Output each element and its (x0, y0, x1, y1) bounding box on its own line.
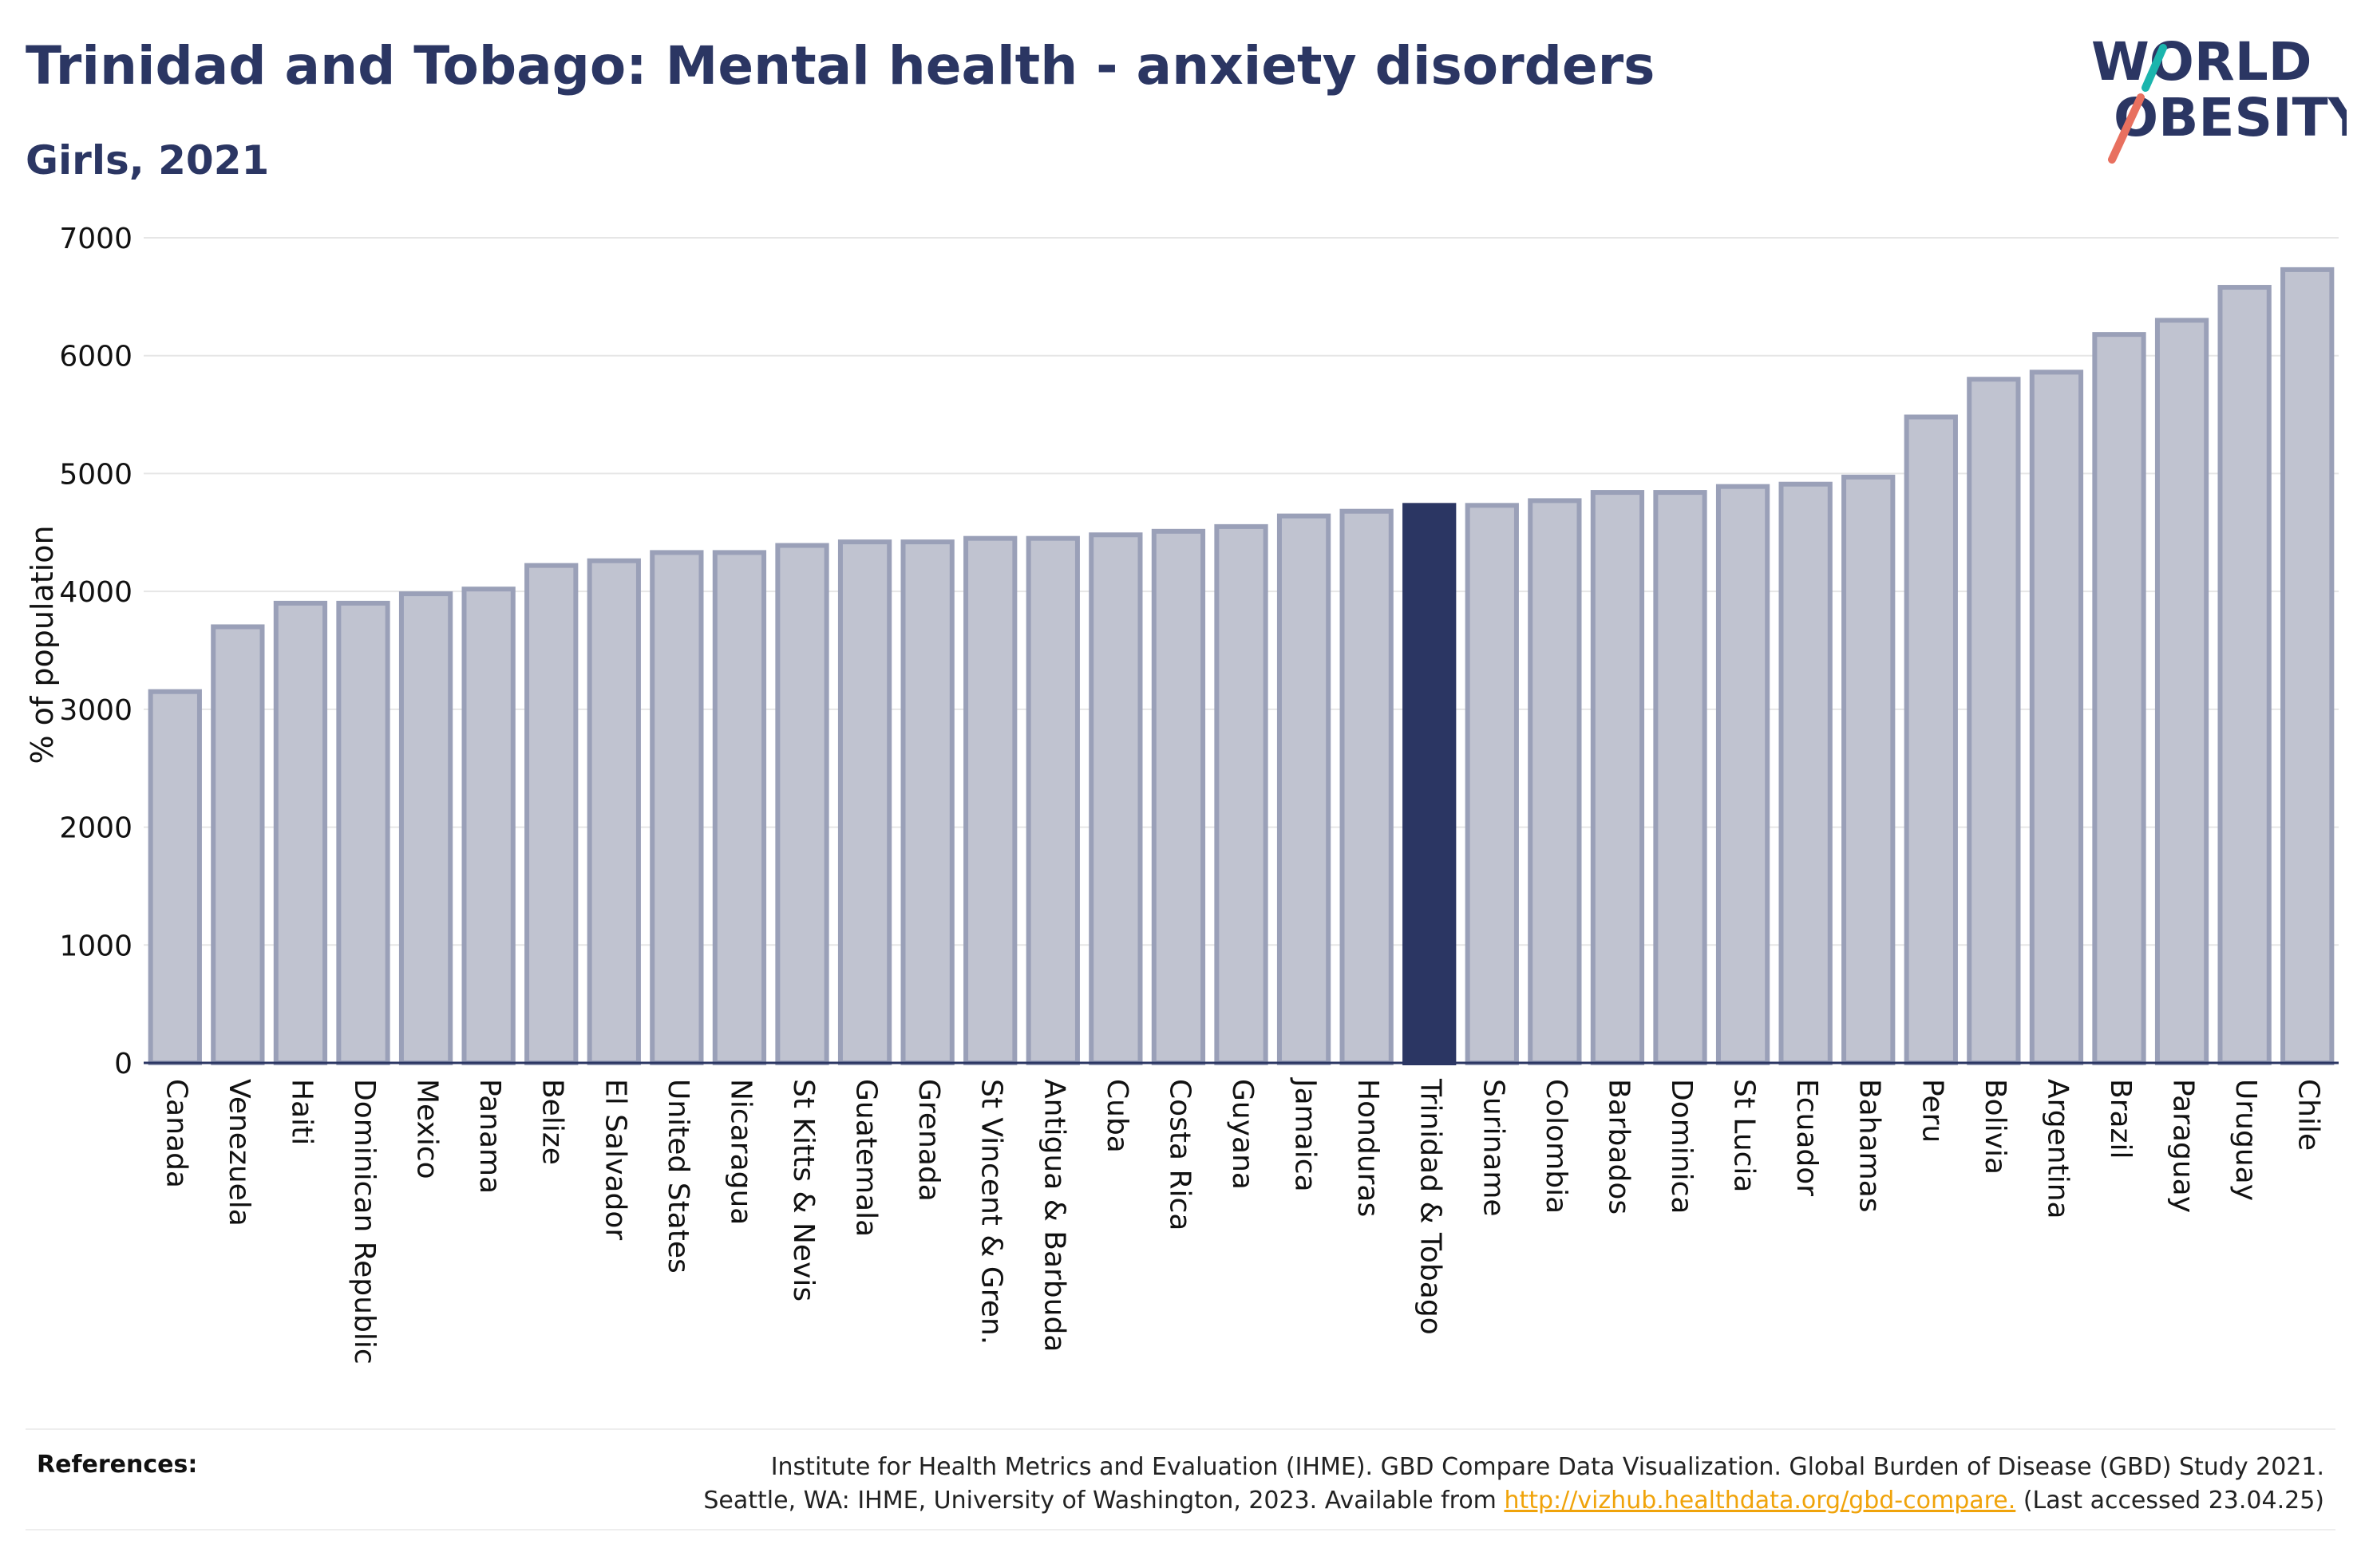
x-tick-label: Dominica (1665, 1079, 1698, 1215)
bar (1089, 532, 1143, 1065)
y-tick-label: 4000 (59, 576, 132, 609)
bar (1841, 474, 1896, 1065)
y-tick-label: 2000 (59, 812, 132, 845)
y-tick-label: 3000 (59, 694, 132, 727)
x-tick-label: Venezuela (223, 1079, 255, 1226)
x-tick-label: Suriname (1477, 1079, 1509, 1217)
x-tick-label: Costa Rica (1163, 1079, 1196, 1230)
bar (1465, 503, 1519, 1065)
x-tick-label: Peru (1916, 1079, 1948, 1143)
bar (1590, 490, 1645, 1065)
references-line1: Institute for Health Metrics and Evaluat… (770, 1453, 2324, 1481)
bar (1778, 481, 1833, 1065)
bar (1653, 490, 1707, 1065)
x-tick-label: Uruguay (2229, 1079, 2262, 1201)
bar (273, 600, 328, 1065)
logo-line1: WORLD (2091, 31, 2312, 93)
x-tick-label: Dominican Republic (348, 1079, 381, 1365)
x-tick-label: Grenada (912, 1079, 945, 1202)
x-tick-label: Trinidad & Tobago (1414, 1078, 1447, 1335)
x-tick-label: Brazil (2104, 1079, 2137, 1159)
y-tick-label: 7000 (59, 223, 132, 255)
x-tick-label: Cuba (1101, 1079, 1133, 1153)
x-tick-label: Colombia (1540, 1079, 1572, 1214)
x-tick-label: St Lucia (1728, 1079, 1761, 1193)
x-tick-label: Guyana (1226, 1079, 1259, 1190)
bar (900, 539, 955, 1065)
bar (1026, 535, 1080, 1065)
chart-title: Trinidad and Tobago: Mental health - anx… (26, 35, 1655, 97)
x-tick-label: Mexico (411, 1079, 444, 1179)
x-tick-label: Bahamas (1853, 1079, 1886, 1213)
bar (1214, 523, 1268, 1065)
bar (1715, 484, 1770, 1065)
x-tick-label: Paraguay (2167, 1079, 2200, 1213)
bar (775, 543, 829, 1065)
bar (712, 550, 767, 1065)
references-line2-prefix: Seattle, WA: IHME, University of Washing… (703, 1487, 1505, 1515)
x-tick-label: Barbados (1602, 1079, 1635, 1215)
x-tick-label: Bolivia (1979, 1079, 2011, 1175)
x-tick-label: Ecuador (1790, 1079, 1823, 1196)
x-tick-label: Jamaica (1289, 1077, 1322, 1192)
references-line2-suffix: (Last accessed 23.04.25) (2015, 1487, 2324, 1515)
bar (2280, 267, 2335, 1065)
references-section: References: Institute for Health Metrics… (26, 1428, 2335, 1530)
x-tick-label: Panama (473, 1079, 506, 1194)
chart-subtitle: Girls, 2021 (26, 137, 270, 184)
x-tick-label: United States (662, 1079, 694, 1274)
x-tick-label: Antigua & Barbuda (1038, 1079, 1070, 1352)
x-tick-label: St Vincent & Gren. (975, 1079, 1008, 1345)
bar (587, 558, 641, 1065)
logo-slash-coral (2108, 93, 2145, 164)
x-tick-label: St Kitts & Nevis (787, 1079, 820, 1301)
bar (1276, 513, 1331, 1065)
bar (1967, 377, 2021, 1065)
bar (650, 550, 704, 1065)
x-tick-label: Argentina (2041, 1079, 2074, 1219)
y-tick-label: 1000 (59, 930, 132, 962)
x-axis-ticks: Canada Venezuela Haiti Dominican Republic Me… (160, 1077, 2324, 1365)
bar (336, 600, 390, 1065)
bar (524, 563, 579, 1065)
x-tick-label: Belize (536, 1079, 569, 1165)
logo-line2: OBESITY (2114, 87, 2347, 148)
bar-chart: 0 1000 2000 3000 4000 5000 6000 7000 Canada Vene… (25, 223, 2339, 1365)
x-tick-label: El Salvador (599, 1079, 631, 1240)
bar (1904, 414, 1958, 1065)
x-tick-label: Nicaragua (724, 1079, 757, 1225)
bars (148, 267, 2335, 1066)
y-axis-label: % of population (25, 525, 60, 764)
bar (2154, 318, 2209, 1065)
logo-slash-teal (2142, 44, 2167, 92)
bar (398, 591, 453, 1065)
world-obesity-logo: WORLD OBESITY (2091, 31, 2347, 164)
y-axis-ticks: 0 1000 2000 3000 4000 5000 6000 7000 (59, 223, 132, 1080)
bar (1151, 528, 1206, 1065)
references-label: References: (37, 1451, 198, 1479)
bar (461, 587, 516, 1065)
bar (1339, 508, 1394, 1065)
bar-highlighted (1402, 503, 1457, 1065)
bar (963, 535, 1018, 1065)
references-line2: Seattle, WA: IHME, University of Washing… (568, 1484, 2324, 1518)
x-tick-label: Honduras (1351, 1079, 1384, 1217)
x-tick-label: Chile (2292, 1079, 2325, 1151)
bar (148, 689, 202, 1065)
x-tick-label: Canada (160, 1079, 192, 1188)
y-tick-label: 6000 (59, 341, 132, 373)
y-tick-label: 0 (114, 1048, 132, 1080)
bar (837, 539, 892, 1065)
x-tick-label: Guatemala (850, 1079, 883, 1237)
bar (2217, 285, 2272, 1066)
bar (1528, 498, 1582, 1065)
x-tick-label: Haiti (285, 1079, 318, 1145)
references-text: Institute for Health Metrics and Evaluat… (568, 1451, 2324, 1518)
references-link[interactable]: http://vizhub.healthdata.org/gbd-compare… (1504, 1487, 2016, 1515)
bar (2092, 332, 2146, 1065)
bar (2029, 369, 2084, 1065)
y-tick-label: 5000 (59, 458, 132, 491)
bar (211, 624, 265, 1065)
